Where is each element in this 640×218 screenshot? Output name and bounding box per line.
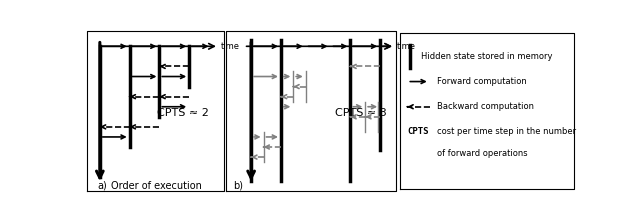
Text: CPTS ≈ 3: CPTS ≈ 3 — [335, 108, 387, 118]
Text: Forward computation: Forward computation — [437, 77, 527, 86]
Text: of forward operations: of forward operations — [437, 149, 528, 158]
Text: CPTS: CPTS — [408, 127, 429, 136]
Text: b): b) — [233, 181, 243, 191]
Text: Order of execution: Order of execution — [111, 181, 202, 191]
Text: time: time — [220, 42, 239, 51]
Text: Backward computation: Backward computation — [437, 102, 534, 111]
Text: CPTS ≈ 2: CPTS ≈ 2 — [157, 108, 209, 118]
Text: Hidden state stored in memory: Hidden state stored in memory — [420, 52, 552, 61]
Text: cost per time step in the number: cost per time step in the number — [437, 127, 576, 136]
Text: a): a) — [97, 181, 107, 191]
Text: time: time — [396, 42, 415, 51]
